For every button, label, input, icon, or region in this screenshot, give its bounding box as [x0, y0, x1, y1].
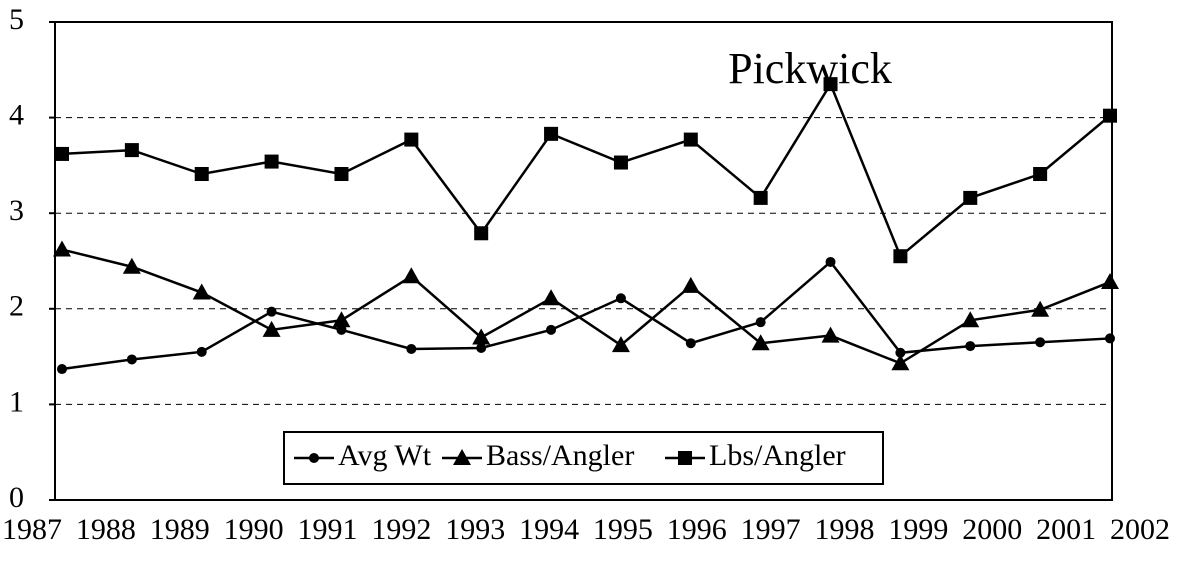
- marker: [1103, 108, 1117, 123]
- marker: [891, 354, 910, 371]
- marker: [1035, 337, 1046, 348]
- marker: [613, 155, 628, 170]
- x-tick-label: 2002: [1110, 513, 1170, 546]
- marker: [53, 240, 71, 257]
- marker: [685, 338, 696, 349]
- series-line: [61, 248, 1111, 365]
- marker: [406, 343, 417, 354]
- marker: [1101, 273, 1119, 290]
- marker: [124, 143, 139, 158]
- marker: [751, 334, 770, 351]
- x-tick-label: 1992: [371, 513, 431, 546]
- marker: [1033, 167, 1048, 182]
- x-tick-label: 2000: [962, 513, 1022, 546]
- marker: [678, 451, 692, 465]
- x-tick-label: 2001: [1036, 513, 1096, 546]
- legend-box: [283, 431, 884, 485]
- marker: [683, 132, 698, 147]
- marker: [55, 146, 69, 161]
- plot-area: [54, 21, 1113, 501]
- series-line: [61, 81, 1111, 259]
- x-tick-label: 1994: [519, 513, 579, 546]
- marker: [264, 154, 279, 169]
- marker: [542, 289, 561, 306]
- x-tick-label: 1993: [445, 513, 505, 546]
- marker: [122, 257, 141, 274]
- x-tick-label: 1996: [667, 513, 727, 546]
- x-tick-label: 1988: [76, 513, 136, 546]
- marker: [544, 126, 559, 141]
- series-line: [61, 260, 1111, 371]
- y-tick-label: 5: [9, 3, 24, 36]
- marker: [611, 336, 630, 353]
- marker: [1031, 300, 1050, 317]
- marker: [262, 320, 281, 337]
- x-tick-label: 1995: [593, 513, 653, 546]
- marker: [196, 346, 207, 357]
- marker: [961, 311, 980, 328]
- x-tick-label: 1991: [297, 513, 357, 546]
- marker: [336, 324, 347, 335]
- y-tick-label: 0: [9, 481, 24, 514]
- marker: [192, 283, 211, 300]
- marker: [681, 276, 700, 293]
- legend-label: Bass/Angler: [486, 439, 634, 472]
- marker: [332, 311, 351, 328]
- x-tick-label: 1998: [815, 513, 875, 546]
- chart-title: Pickwick: [728, 44, 892, 93]
- marker: [472, 328, 491, 345]
- y-tick-label: 1: [9, 385, 24, 418]
- x-tick-label: 1997: [741, 513, 801, 546]
- marker: [404, 132, 419, 147]
- x-tick-label: 1990: [224, 513, 284, 546]
- marker: [476, 342, 487, 353]
- marker: [823, 77, 838, 92]
- x-tick-label: 1999: [888, 513, 948, 546]
- y-tick-label: 3: [9, 194, 24, 227]
- marker: [546, 324, 557, 335]
- legend-label: Lbs/Angler: [709, 439, 846, 472]
- marker: [1105, 333, 1115, 344]
- legend: Avg Wt Bass/Angler Lbs/Angler: [283, 431, 884, 485]
- y-tick-label: 4: [9, 98, 24, 131]
- legend-label: Avg Wt: [338, 439, 432, 472]
- marker: [895, 347, 906, 358]
- marker: [309, 453, 319, 463]
- x-tick-label: 1989: [150, 513, 210, 546]
- marker: [126, 354, 137, 365]
- marker: [755, 317, 766, 328]
- marker: [453, 449, 471, 465]
- marker: [334, 167, 349, 182]
- marker: [194, 167, 209, 182]
- marker: [825, 256, 836, 267]
- marker: [893, 249, 908, 264]
- marker: [753, 190, 768, 205]
- marker: [266, 306, 277, 317]
- y-tick-label: 2: [9, 290, 24, 323]
- marker: [615, 293, 626, 304]
- marker: [821, 326, 840, 343]
- marker: [474, 226, 489, 241]
- marker: [963, 190, 978, 205]
- marker: [965, 341, 976, 352]
- marker: [57, 364, 67, 375]
- marker: [402, 267, 421, 284]
- x-tick-label: 1987: [2, 513, 62, 546]
